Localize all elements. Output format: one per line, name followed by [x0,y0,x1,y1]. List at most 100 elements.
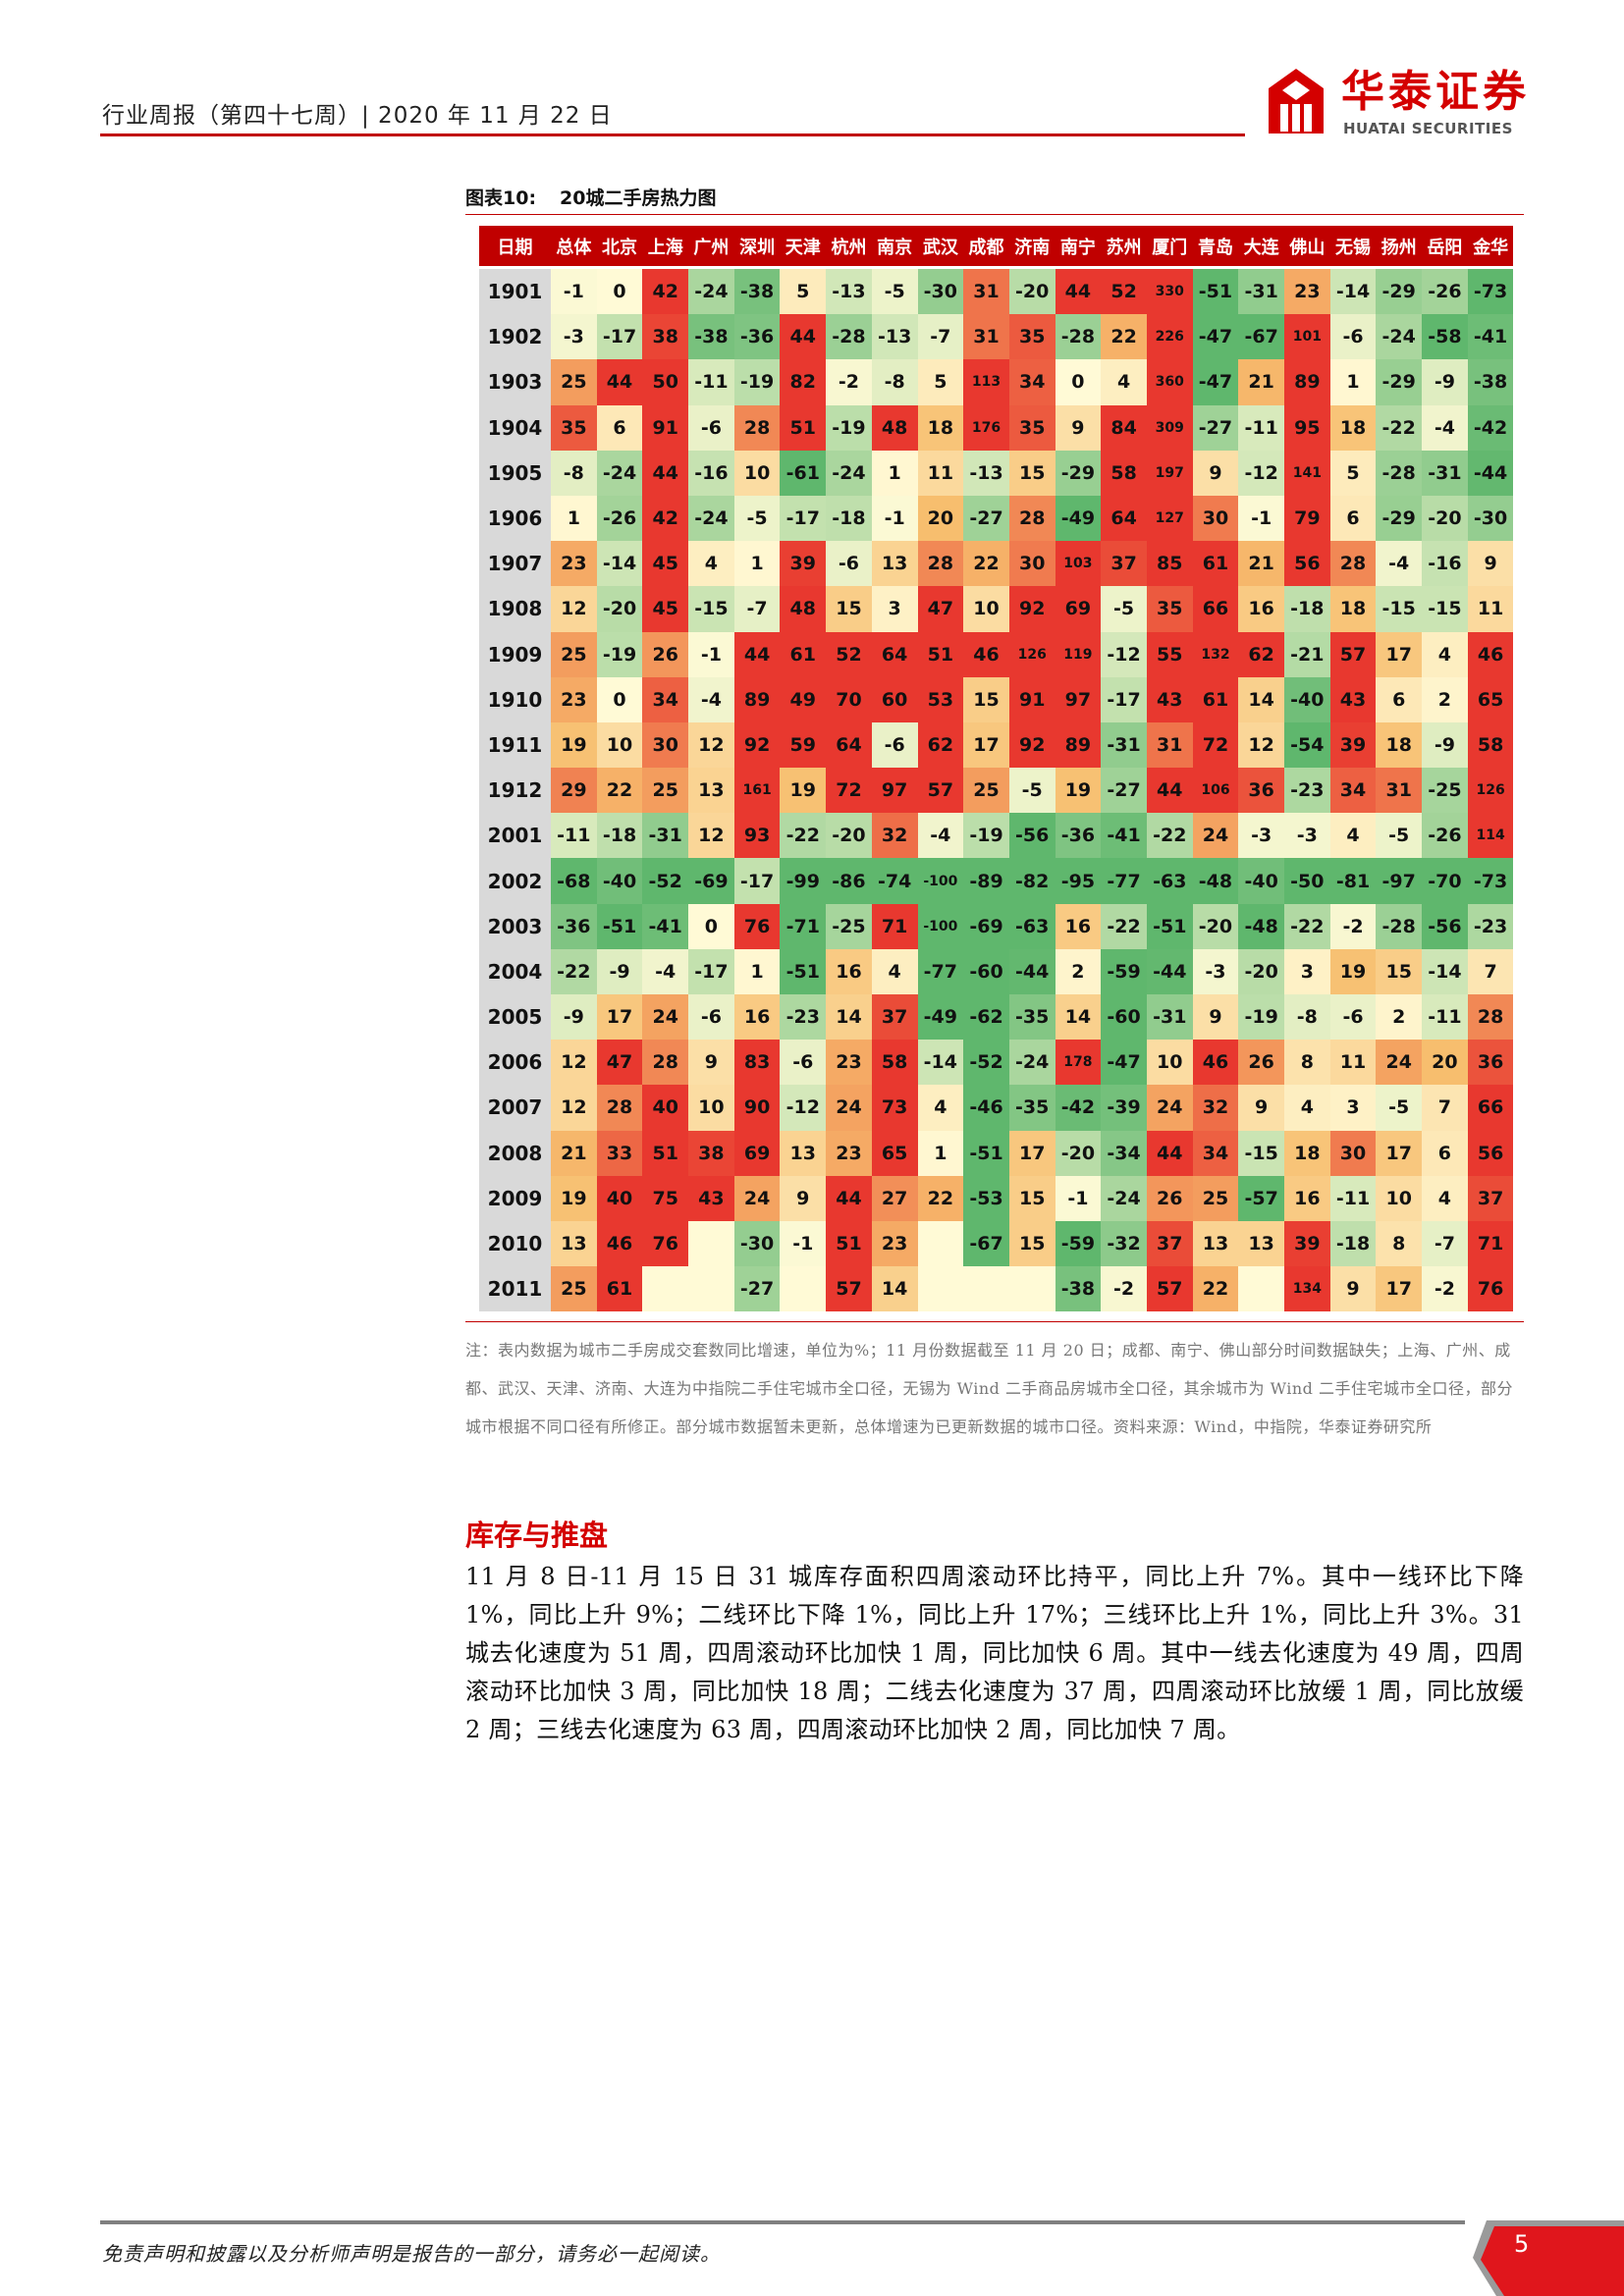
heatmap-cell: 9 [780,1175,827,1221]
heatmap-cell: 83 [733,1040,781,1086]
heatmap-cell: -40 [1238,858,1284,904]
heatmap-cell: -69 [963,903,1009,949]
heatmap-cell: -36 [551,903,597,949]
heatmap-cell: 30 [1192,495,1239,542]
header-rule [100,133,1245,136]
heatmap-cell: 15 [1376,948,1423,994]
heatmap-cell: 13 [688,768,734,814]
heatmap-cell: -47 [1101,1040,1147,1086]
heatmap-cell: 13 [551,1220,597,1267]
heatmap-cell: -44 [1008,948,1056,994]
heatmap-row-label: 1911 [479,721,551,769]
heatmap-cell: 34 [1192,1130,1239,1176]
heatmap-cell: 89 [1055,721,1102,769]
heatmap-cell: 21 [551,1130,597,1176]
heatmap-cell: 32 [1192,1085,1239,1131]
heatmap-cell: -36 [1055,813,1102,859]
heatmap-cell: -11 [551,813,597,859]
heatmap-cell: 4 [688,541,734,587]
heatmap-cell: -15 [688,586,734,632]
heatmap-cell: 20 [1422,1040,1468,1086]
heatmap-column-header: 佛山 [1284,226,1330,269]
heatmap-row-label: 2005 [479,994,551,1041]
heatmap-cell: -46 [963,1085,1009,1131]
heatmap-header-row: 日期 总体 北京 上海 广州 深圳 天津 杭州 南京 武汉 成都 济南 南宁 苏州 厦门 青岛 大连 佛山 无锡 扬州… [479,226,1514,269]
heatmap-cell: -38 [733,267,781,315]
heatmap-cell: -24 [1101,1175,1147,1221]
heatmap-cell: 70 [826,676,872,722]
heatmap-cell: -47 [1192,314,1239,360]
heatmap-cell: -5 [871,267,918,315]
heatmap-cell: 71 [871,903,918,949]
heatmap-cell: -31 [1146,994,1193,1041]
heatmap-cell: -9 [551,994,597,1041]
heatmap-cell: 31 [1376,768,1423,814]
heatmap-cell: 26 [1146,1175,1193,1221]
heatmap-cell: 1 [733,541,781,587]
heatmap-row-label: 2010 [479,1220,551,1267]
heatmap-cell: 35 [551,404,597,451]
logo-english-name: HUATAI SECURITIES [1343,120,1513,137]
heatmap-cell: 4 [871,948,918,994]
heatmap-cell: 7 [1422,1085,1468,1131]
heatmap-cell [917,1266,964,1312]
heatmap-cell: 22 [1101,314,1147,360]
heatmap-cell: 23 [1284,267,1330,315]
heatmap-cell: 93 [733,813,781,859]
heatmap-column-header: 总体 [551,226,597,269]
heatmap-cell: -23 [1467,903,1514,949]
heatmap-cell: 89 [733,676,781,722]
heatmap-cell: 31 [1146,721,1193,769]
heatmap-cell: 40 [642,1085,689,1131]
heatmap-cell: -3 [1192,948,1239,994]
heatmap-column-header: 武汉 [917,226,964,269]
heatmap-cell: -5 [1008,768,1056,814]
heatmap-cell: -20 [1008,267,1056,315]
heatmap-cell: 71 [1467,1220,1514,1267]
heatmap-cell: -81 [1329,858,1377,904]
figure-note: 注：表内数据为城市二手房成交套数同比增速，单位为%；11 月份数据截至 11 月… [465,1341,1514,1436]
heatmap-cell: -14 [596,541,643,587]
heatmap-cell: 16 [733,994,781,1041]
heatmap-cell: 72 [826,768,872,814]
heatmap-cell: -7 [1422,1220,1468,1267]
figure-bottom-rule [465,1321,1524,1322]
heatmap-cell: 3 [871,586,918,632]
heatmap-row-label: 2001 [479,813,551,859]
heatmap-cell: 64 [1101,495,1147,542]
heatmap-cell: 52 [826,631,872,677]
heatmap-cell: 17 [963,721,1009,769]
heatmap-cell: -30 [733,1220,781,1267]
heatmap-table: 日期 总体 北京 上海 广州 深圳 天津 杭州 南京 武汉 成都 济南 南宁 苏州 厦门 青岛 大连 佛山 无锡 扬州… [479,226,1514,1312]
heatmap-row: 1907 23 -14 45 4 1 39 -6 13 28 22 30 103 37 85 61 21 56 28… [479,541,1514,587]
heatmap-cell: 32 [871,813,918,859]
heatmap-row: 2001 -11 -18 -31 12 93 -22 -20 32 -4 -19 -56 -36 -41-… [479,813,1514,859]
heatmap-cell: -29 [1376,359,1423,405]
heatmap-cell: 24 [1146,1085,1193,1131]
heatmap-cell: 34 [1329,768,1377,814]
heatmap-cell: 62 [917,721,964,769]
heatmap-cell: -67 [1238,314,1284,360]
heatmap-cell: -24 [1008,1040,1056,1086]
heatmap-cell: 17 [1008,1130,1056,1176]
heatmap-cell: 360 [1146,359,1193,405]
heatmap-cell: -38 [1467,359,1514,405]
heatmap-cell: 43 [1329,676,1377,722]
heatmap-cell: -19 [826,404,872,451]
heatmap-cell: -41 [1467,314,1514,360]
heatmap-cell: 197 [1146,450,1193,496]
heatmap-cell: 46 [1467,631,1514,677]
heatmap-cell: 9 [1238,1085,1284,1131]
heatmap-cell: 114 [1467,813,1514,859]
heatmap-cell: -5 [733,495,781,542]
heatmap-cell: 38 [688,1130,734,1176]
heatmap-cell: 126 [1467,768,1514,814]
heatmap-cell: 30 [1329,1130,1377,1176]
heatmap-cell: 16 [1284,1175,1330,1221]
heatmap-cell: 29 [551,768,597,814]
heatmap-cell: -41 [1101,813,1147,859]
heatmap-cell: -14 [1329,267,1377,315]
heatmap-cell: -17 [733,858,781,904]
heatmap-row: 1902 -3 -17 38 -38 -36 44 -28 -13 -7 31 35 -28 22 226-… [479,314,1514,360]
heatmap-cell: 15 [963,676,1009,722]
